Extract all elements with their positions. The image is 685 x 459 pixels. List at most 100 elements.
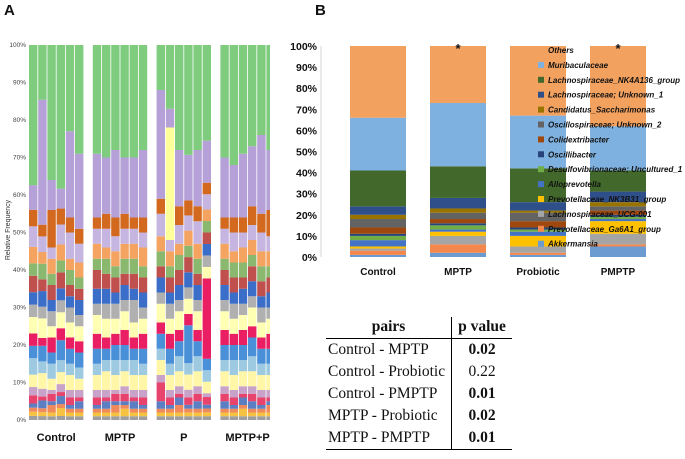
bar-segment bbox=[120, 258, 129, 274]
bar-segment bbox=[220, 258, 229, 270]
bar-segment bbox=[248, 146, 257, 207]
bar-segment bbox=[248, 371, 257, 387]
bar-segment bbox=[184, 374, 193, 390]
bar-segment bbox=[202, 370, 211, 382]
bar-segment bbox=[65, 232, 75, 259]
bar-segment bbox=[65, 397, 75, 405]
bar-segment bbox=[229, 390, 238, 398]
bar-segment bbox=[184, 287, 193, 299]
bar-segment bbox=[165, 45, 175, 109]
bar-segment bbox=[129, 300, 138, 323]
bar-segment bbox=[165, 375, 175, 390]
pair-cell: MPTP - PMPTP bbox=[326, 427, 452, 450]
significance-star: * bbox=[615, 41, 621, 56]
bar-segment bbox=[120, 386, 129, 394]
y-tick-label: 70% bbox=[13, 155, 26, 162]
bar-segment bbox=[238, 408, 248, 417]
bar-segment bbox=[75, 315, 84, 327]
bar-segment bbox=[102, 228, 111, 248]
bar-segment bbox=[590, 202, 646, 207]
bar-segment bbox=[29, 246, 38, 264]
bar-segment bbox=[202, 381, 211, 394]
bar-segment bbox=[138, 333, 148, 349]
bar-segment bbox=[111, 360, 120, 375]
significance-star: * bbox=[455, 41, 461, 56]
bar-segment bbox=[56, 224, 65, 245]
bar-segment bbox=[202, 266, 211, 279]
bar-segment bbox=[92, 375, 102, 390]
bar-segment bbox=[111, 405, 120, 413]
bar-segment bbox=[38, 388, 47, 397]
bar-segment bbox=[56, 416, 65, 420]
bar-segment bbox=[238, 303, 248, 315]
bar-segment bbox=[266, 150, 270, 210]
bar-segment bbox=[590, 246, 646, 257]
bar-segment bbox=[248, 386, 257, 394]
bar-segment bbox=[220, 393, 229, 402]
bar-segment bbox=[156, 90, 165, 199]
bar-segment bbox=[120, 393, 129, 402]
bar-segment bbox=[47, 393, 56, 402]
bar-segment bbox=[102, 390, 111, 398]
y-tick-label: 40% bbox=[13, 267, 26, 274]
bar-segment bbox=[193, 371, 202, 387]
bar-segment bbox=[202, 255, 211, 267]
bar-segment bbox=[229, 318, 238, 334]
bar-segment bbox=[111, 277, 120, 293]
bar-segment bbox=[38, 45, 47, 100]
bar-segment bbox=[193, 221, 202, 244]
bar-segment bbox=[38, 412, 47, 417]
bar-segment bbox=[165, 390, 175, 398]
bar-segment bbox=[430, 219, 486, 224]
bar-segment bbox=[102, 360, 111, 372]
table-row: MPTP - PMPTP 0.01 bbox=[326, 427, 512, 450]
y-tick-label: 90% bbox=[13, 80, 26, 87]
bar-segment bbox=[220, 45, 229, 158]
bar-segment bbox=[56, 288, 65, 301]
bar-segment bbox=[175, 356, 184, 372]
panel-a-axis: 0% 10% 20% 30% 40% 50% 60% 70% 80% 90% 100% bbox=[9, 42, 26, 424]
bar-segment bbox=[47, 180, 56, 210]
bar-segment bbox=[56, 396, 65, 405]
bar-segment bbox=[29, 411, 38, 416]
legend-label: Colidextribacter bbox=[548, 135, 610, 144]
bar-segment bbox=[175, 397, 184, 405]
legend-label: Candidatus_Saccharimonas bbox=[548, 106, 656, 115]
bar-segment bbox=[65, 412, 75, 417]
bar-segment bbox=[248, 408, 257, 413]
bar-segment bbox=[92, 258, 102, 270]
bar-segment bbox=[129, 408, 138, 413]
bar-segment bbox=[430, 235, 486, 245]
bar-segment bbox=[47, 45, 56, 180]
panel-a-bars bbox=[29, 45, 270, 420]
bar-segment bbox=[75, 243, 84, 263]
bar-segment bbox=[111, 333, 120, 345]
legend-swatch bbox=[538, 151, 544, 158]
bar-segment bbox=[266, 277, 270, 293]
bar-segment bbox=[193, 416, 202, 420]
y-tick-label: 0% bbox=[17, 417, 27, 424]
bar-segment bbox=[75, 288, 84, 300]
bar-segment bbox=[229, 405, 238, 409]
bar-segment bbox=[92, 315, 102, 334]
bar-segment bbox=[38, 99, 47, 225]
bar-segment bbox=[102, 416, 111, 420]
bar-segment bbox=[165, 292, 175, 304]
bar-segment bbox=[92, 408, 102, 413]
bar-segment bbox=[138, 150, 148, 218]
bar-segment bbox=[38, 396, 47, 401]
bar-segment bbox=[266, 292, 270, 308]
bar-segment bbox=[38, 236, 47, 253]
bar-segment bbox=[175, 225, 184, 244]
bar-segment bbox=[29, 275, 38, 293]
bar-segment bbox=[165, 240, 175, 252]
bar-segment bbox=[590, 244, 646, 247]
bar-segment bbox=[47, 416, 56, 420]
bar-segment bbox=[38, 279, 47, 292]
bar-segment bbox=[193, 300, 202, 312]
pvalue-cell: 0.02 bbox=[451, 405, 512, 427]
bar-segment bbox=[165, 363, 175, 375]
bar-segment bbox=[102, 303, 111, 319]
bar-segment bbox=[111, 318, 120, 334]
bar-segment bbox=[47, 405, 56, 413]
